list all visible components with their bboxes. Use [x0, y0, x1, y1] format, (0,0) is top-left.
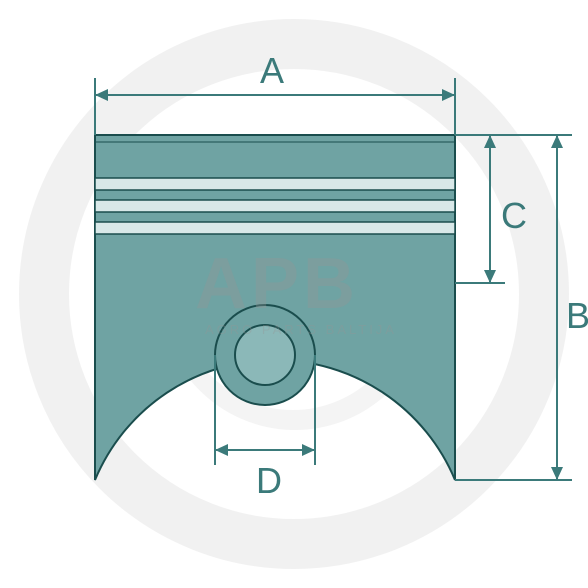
dim-label-d: D — [256, 460, 282, 502]
diagram-container: A B C D APB AGRO PARTS BALTIJA — [0, 0, 588, 588]
dim-label-b: B — [566, 295, 588, 337]
piston-drawing — [0, 0, 588, 588]
dim-label-c: C — [501, 195, 527, 237]
dim-label-a: A — [260, 50, 284, 92]
